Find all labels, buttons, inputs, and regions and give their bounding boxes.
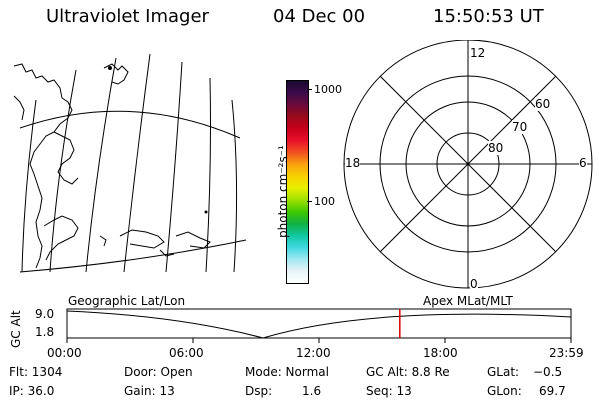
door-status: Door: Open (124, 365, 193, 379)
coastline (99, 235, 107, 247)
geographic-map (13, 53, 247, 273)
polar-plot (343, 40, 593, 289)
altitude-xtick: 06:00 (169, 346, 204, 360)
coastline (13, 63, 73, 119)
coastline (13, 95, 25, 121)
map-label: Geographic Lat/Lon (68, 294, 186, 308)
altitude-xtick: 18:00 (423, 346, 458, 360)
meridian-line (49, 69, 77, 273)
mlt-label-18: 18 (345, 156, 361, 170)
coastline (119, 229, 165, 249)
coastline (43, 215, 79, 261)
parallel-line (19, 239, 247, 273)
altitude-xtick: 23:59 (549, 346, 584, 360)
meridian-line (21, 99, 37, 273)
coastline (53, 131, 79, 185)
glon-label: GLon: (487, 384, 522, 398)
altitude-ylabel: GC Alt (9, 310, 23, 348)
colorbar-tick-label: 1000 (314, 83, 342, 96)
mode-value: Mode: Normal (245, 365, 329, 379)
coastline (159, 249, 175, 257)
dsp-value: 1.6 (302, 384, 322, 398)
colorbar-unit-label: photon cm⁻²s⁻¹ (276, 145, 290, 238)
colorbar-tick (307, 201, 312, 202)
altitude-plot (66, 308, 572, 343)
altitude-xtick: 00:00 (47, 346, 82, 360)
altitude-ytick: 9.0 (35, 307, 55, 321)
glat-label: GLat: (487, 365, 520, 379)
altitude-curve (66, 310, 572, 339)
altitude-plot-frame (66, 308, 572, 339)
altitude-xtick: 12:00 (296, 346, 331, 360)
observation-date: 04 Dec 00 (273, 6, 366, 27)
land-dot (204, 210, 208, 214)
land-dot (108, 66, 112, 70)
altitude-ytick: 1.8 (35, 325, 55, 339)
meridian-line (165, 61, 183, 273)
gain-value: Gain: 13 (124, 384, 175, 398)
meridian-line (205, 77, 211, 273)
lat-label-80: 80 (488, 141, 504, 155)
mlt-label-6: 6 (579, 156, 587, 170)
lat-label-70: 70 (512, 120, 528, 134)
color-scale-bar (286, 80, 309, 284)
meridian-line (85, 57, 117, 273)
coastline (175, 231, 211, 249)
glon-value: 69.7 (539, 384, 566, 398)
observation-time: 15:50:53 UT (433, 6, 544, 27)
dsp-label: Dsp: (245, 384, 273, 398)
lat-label-60: 60 (535, 97, 551, 111)
colorbar-tick-label: 100 (314, 195, 335, 208)
coastline (29, 117, 69, 269)
instrument-title: Ultraviolet Imager (46, 6, 209, 27)
sequence-number: Seq: 13 (366, 384, 412, 398)
glat-value: −0.5 (533, 365, 563, 379)
color-scale-gradient (287, 81, 308, 283)
polar-diagonal (379, 75, 557, 253)
ip-value: IP: 36.0 (9, 384, 55, 398)
mlt-label-0: 0 (470, 277, 478, 291)
flight-number: Flt: 1304 (9, 365, 63, 379)
colorbar-tick (307, 89, 312, 90)
meridian-line (123, 53, 151, 273)
polar-label: Apex MLat/MLT (423, 294, 513, 308)
mlt-label-12: 12 (470, 46, 486, 60)
gc-altitude: GC Alt: 8.8 Re (366, 365, 450, 379)
parallel-line (19, 110, 241, 139)
coastline (103, 63, 129, 85)
meridian-line (231, 99, 238, 273)
